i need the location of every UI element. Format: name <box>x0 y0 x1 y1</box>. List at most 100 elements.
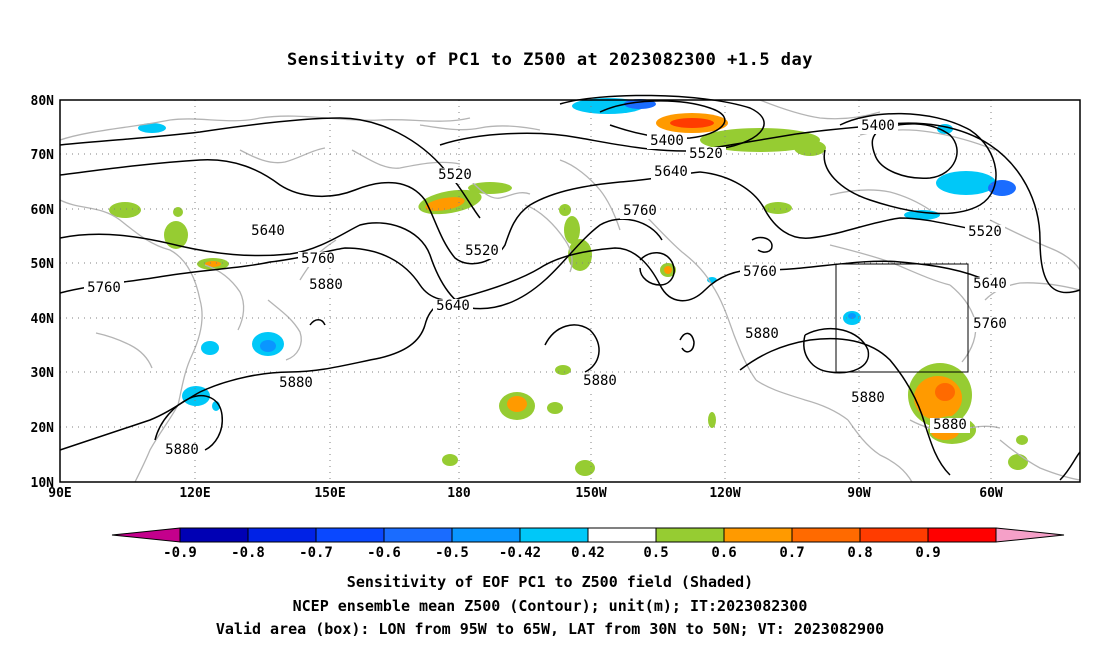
contour-line <box>59 218 663 310</box>
lat-tick-label: 20N <box>31 421 55 436</box>
sensitivity-patch <box>794 140 826 156</box>
coastline <box>59 199 203 406</box>
sensitivity-patch <box>936 171 996 195</box>
sensitivity-patch <box>1016 435 1028 445</box>
colorbar-cell <box>655 527 725 543</box>
sensitivity-patch <box>164 221 188 249</box>
sensitivity-patch <box>109 202 141 218</box>
caption-line-1: Sensitivity of EOF PC1 to Z500 field (Sh… <box>346 573 754 591</box>
contour-label: 5760 <box>743 264 777 280</box>
contour-label: 5640 <box>251 223 285 239</box>
contour-label-bg <box>858 119 898 134</box>
colorbar-high-arrow <box>995 527 1065 543</box>
coastline <box>847 419 913 483</box>
coastline <box>755 379 849 421</box>
lat-tick-label: 60N <box>31 203 55 218</box>
sensitivity-patch <box>555 365 571 375</box>
contour-line <box>751 236 773 253</box>
lon-tick-labels: 90E 120E 150E 180 150W 120W 90W 60W <box>48 486 1003 501</box>
contour-label-bg <box>306 278 346 293</box>
contour-label-bg <box>433 299 473 314</box>
colorbar-low-arrow <box>111 527 181 543</box>
colorbar-label: -0.6 <box>367 545 401 561</box>
coastline <box>829 189 931 211</box>
colorbar-cell <box>587 527 657 543</box>
sensitivity-patch <box>559 204 571 216</box>
contour-line <box>1059 451 1081 481</box>
contour-line <box>154 394 224 451</box>
coastline <box>999 439 1081 481</box>
contour-label-bg <box>298 252 338 267</box>
colorbar-label: -0.42 <box>499 545 541 561</box>
colorbar-cell <box>519 527 589 543</box>
lat-tick-label: 30N <box>31 366 55 381</box>
contour-label-bg <box>970 277 1010 292</box>
contour-line <box>871 123 958 179</box>
contour-label-bg <box>435 168 475 183</box>
colorbar-label: 0.9 <box>915 545 940 561</box>
colorbar-label: 0.42 <box>571 545 605 561</box>
contour-label-bg <box>276 376 316 391</box>
map-frame <box>59 99 1081 483</box>
colorbar-label: -0.7 <box>299 545 333 561</box>
sensitivity-patch <box>848 313 856 319</box>
colorbar-cell <box>383 527 453 543</box>
contour-label-bg <box>848 391 888 406</box>
contour-line <box>544 324 600 373</box>
lon-tick-label: 150E <box>314 486 345 501</box>
contour-label-bg <box>620 204 660 219</box>
coastline <box>204 264 245 331</box>
coastline <box>59 115 471 141</box>
coastline <box>711 284 757 381</box>
lat-tick-label: 40N <box>31 312 55 327</box>
sensitivity-patch <box>664 266 672 274</box>
contour-label: 5880 <box>851 390 885 406</box>
colorbar-label: -0.8 <box>231 545 265 561</box>
colorbar-cell <box>859 527 929 543</box>
colorbar-cell <box>451 527 521 543</box>
contour-label-bg <box>84 281 124 296</box>
colorbar-cell <box>791 527 861 543</box>
contour-label-bg <box>965 225 1005 240</box>
contour-label: 5880 <box>583 373 617 389</box>
contour-label: 5760 <box>301 251 335 267</box>
contour-label: 5640 <box>973 276 1007 292</box>
sensitivity-patch <box>442 454 458 466</box>
contour-label-bg <box>740 265 780 280</box>
contour-label-bg <box>162 443 202 458</box>
contour-line <box>309 319 326 326</box>
contour-label: 5400 <box>650 133 684 149</box>
contour-label: 5520 <box>968 224 1002 240</box>
sensitivity-patch <box>708 412 716 428</box>
contour-line <box>679 332 695 353</box>
sensitivity-patch <box>138 123 166 133</box>
valid-area-box <box>835 263 969 373</box>
contour-label-bg <box>462 244 502 259</box>
lat-tick-labels: 80N 70N 60N 50N 40N 30N 20N 10N <box>31 94 55 491</box>
sensitivity-patch <box>670 118 714 128</box>
contour-label: 5880 <box>933 417 967 433</box>
contour-line <box>823 112 997 215</box>
sensitivity-patch <box>935 383 955 401</box>
lon-tick-label: 150W <box>575 486 606 501</box>
contour-line <box>803 327 870 374</box>
coastline <box>989 219 1081 271</box>
contour-line <box>59 247 991 302</box>
lon-tick-label: 60W <box>979 486 1003 501</box>
contour-label: 5760 <box>87 280 121 296</box>
contour-line <box>739 337 951 476</box>
coastline <box>469 179 531 199</box>
chart-title: Sensitivity of PC1 to Z500 at 2023082300… <box>286 50 813 70</box>
coastline <box>639 209 713 286</box>
contour-label: 5640 <box>654 164 688 180</box>
coastline <box>524 204 573 273</box>
coastline <box>134 404 179 483</box>
sensitivity-patch <box>547 402 563 414</box>
coastlines <box>59 99 1081 483</box>
colorbar-cell <box>723 527 793 543</box>
sensitivity-patch <box>564 216 580 244</box>
contour-label: 5400 <box>861 118 895 134</box>
contour-line <box>639 252 675 286</box>
lon-tick-label: 90E <box>48 486 71 501</box>
